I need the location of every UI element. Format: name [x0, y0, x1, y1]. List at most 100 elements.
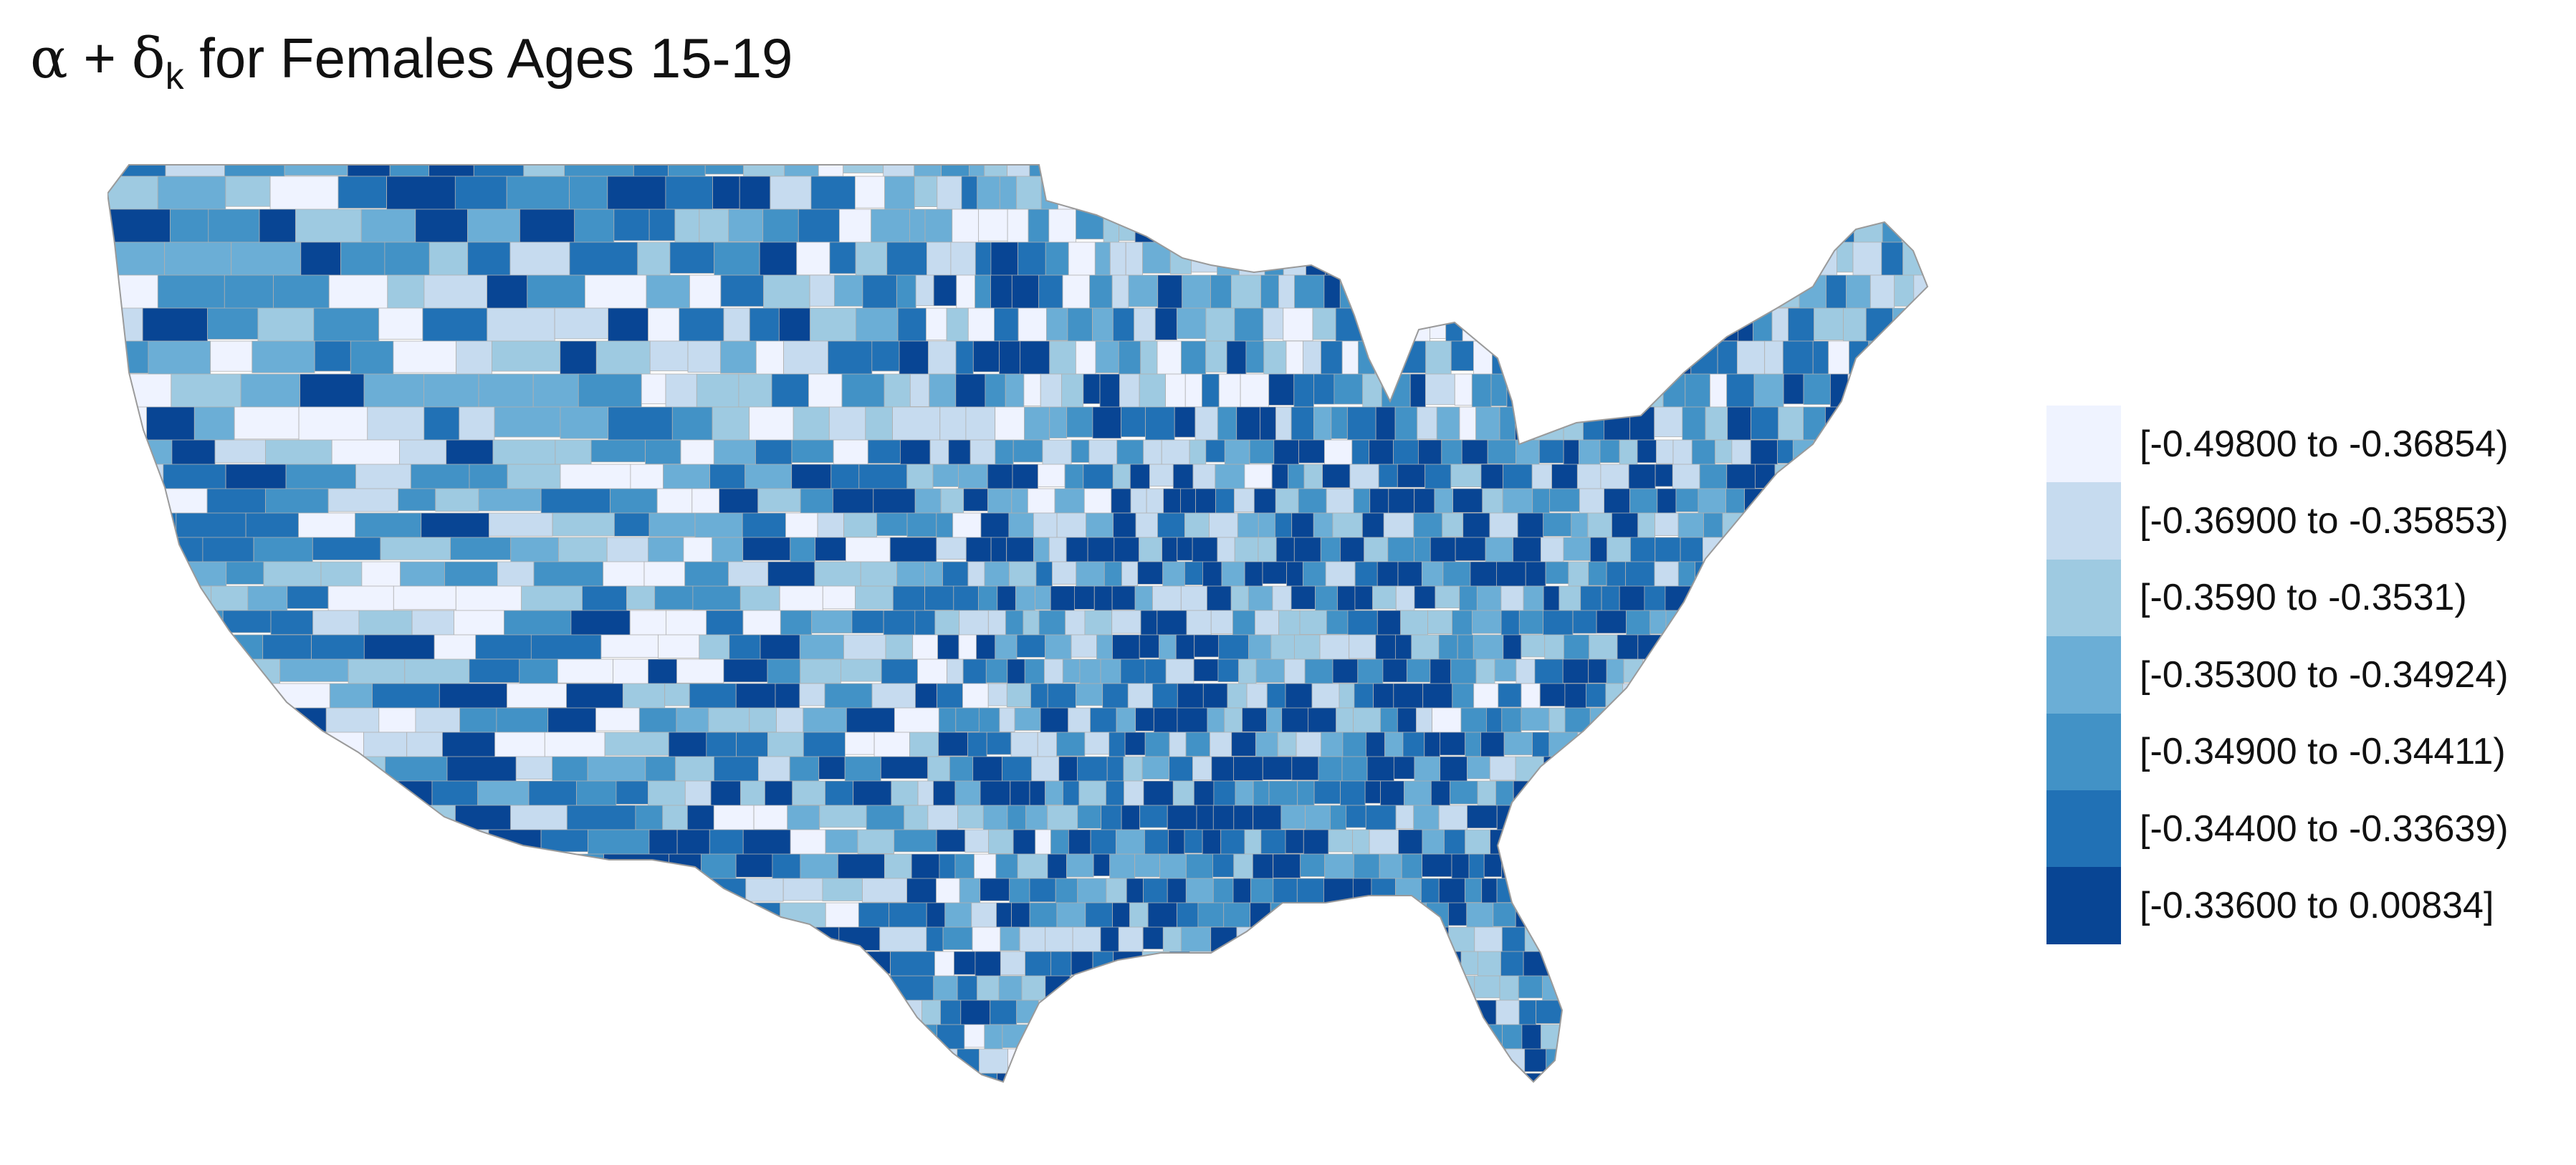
- county-cell: [1566, 975, 1589, 1007]
- county-cell: [162, 829, 226, 858]
- county-cell: [1337, 585, 1356, 613]
- county-cell: [1733, 634, 1753, 659]
- county-cell: [1351, 1073, 1379, 1082]
- county-cell: [961, 176, 978, 210]
- legend-label: [-0.34400 to -0.33639): [2140, 807, 2509, 850]
- legend-item: [-0.33600 to 0.00834]: [2046, 867, 2509, 944]
- county-cell: [1285, 1048, 1313, 1074]
- county-cell: [1112, 464, 1131, 489]
- county-cell: [1804, 975, 1829, 1002]
- county-cell: [1651, 165, 1679, 183]
- county-cell: [1617, 829, 1637, 854]
- county-cell: [800, 658, 841, 684]
- county-cell: [881, 658, 918, 686]
- county-cell: [648, 829, 678, 858]
- county-cell: [1727, 165, 1757, 178]
- county-cell: [841, 1024, 873, 1055]
- county-cell: [1725, 488, 1746, 516]
- county-cell: [1285, 829, 1304, 854]
- county-cell: [843, 512, 877, 538]
- county-cell: [1895, 902, 1923, 931]
- county-cell: [1305, 951, 1328, 982]
- county-cell: [1164, 208, 1187, 251]
- county-cell: [1418, 439, 1442, 467]
- county-cell: [745, 878, 784, 902]
- county-cell: [860, 561, 897, 589]
- county-cell: [193, 406, 235, 447]
- legend-item: [-0.36900 to -0.35853): [2046, 482, 2509, 560]
- county-cell: [603, 561, 645, 588]
- county-cell: [1876, 373, 1900, 408]
- county-cell: [274, 902, 317, 930]
- county-cell: [1900, 439, 1928, 466]
- county-cell: [1723, 1073, 1748, 1082]
- county-cell: [1811, 902, 1838, 933]
- county-cell: [855, 307, 899, 344]
- county-cell: [884, 373, 911, 413]
- county-cell: [1546, 208, 1565, 241]
- county-cell: [234, 406, 300, 440]
- county-cell: [1588, 561, 1607, 586]
- county-cell: [1594, 951, 1614, 981]
- county-cell: [1221, 975, 1249, 1005]
- county-cell: [1568, 373, 1598, 413]
- county-cell: [1459, 1024, 1488, 1050]
- county-cell: [1007, 805, 1027, 835]
- county-cell: [1234, 488, 1255, 512]
- county-cell: [1897, 999, 1916, 1027]
- county-cell: [1470, 561, 1497, 588]
- county-cell: [1467, 756, 1490, 780]
- county-cell: [1852, 951, 1881, 975]
- county-cell: [1050, 829, 1069, 858]
- county-cell: [353, 805, 416, 830]
- county-cell: [1844, 732, 1864, 764]
- county-cell: [1657, 488, 1677, 514]
- county-cell: [1414, 585, 1436, 609]
- county-cell: [1581, 780, 1605, 813]
- county-cell: [819, 805, 867, 828]
- county-cell: [1879, 537, 1901, 565]
- county-cell: [1121, 561, 1139, 586]
- county-cell: [681, 926, 709, 959]
- county-cell: [173, 756, 225, 787]
- county-cell: [1452, 683, 1475, 711]
- county-cell: [1045, 634, 1072, 660]
- county-cell: [1281, 1073, 1306, 1082]
- county-cell: [1217, 406, 1237, 446]
- county-cell: [1718, 1024, 1744, 1055]
- county-cell: [987, 1098, 1011, 1126]
- county-cell: [1629, 951, 1647, 975]
- county-cell: [1564, 902, 1587, 926]
- county-cell: [1715, 307, 1738, 342]
- county-cell: [1076, 1073, 1101, 1082]
- county-cell: [1169, 1073, 1200, 1082]
- county-cell: [1393, 439, 1419, 466]
- county-cell: [1384, 732, 1404, 757]
- county-cell: [285, 464, 357, 493]
- county-cell: [1454, 373, 1473, 406]
- county-cell: [843, 634, 886, 661]
- county-cell: [1315, 585, 1338, 612]
- county-cell: [1560, 780, 1581, 811]
- county-cell: [1564, 634, 1590, 661]
- county-cell: [1531, 373, 1548, 415]
- county-cell: [1233, 756, 1263, 781]
- county-cell: [1858, 561, 1875, 593]
- county-cell: [1736, 805, 1758, 836]
- county-cell: [1881, 241, 1904, 281]
- county-cell: [987, 464, 1013, 493]
- county-cell: [1356, 274, 1382, 310]
- county-cell: [1445, 307, 1463, 344]
- county-cell: [1516, 208, 1548, 249]
- county-cell: [1167, 805, 1197, 830]
- county-cell: [1033, 537, 1050, 562]
- county-cell: [1181, 165, 1198, 177]
- county-cell: [175, 951, 246, 979]
- county-cell: [1641, 975, 1665, 1006]
- county-cell: [679, 307, 724, 342]
- county-cell: [1929, 440, 1942, 463]
- county-cell: [1199, 1073, 1227, 1082]
- county-cell: [1895, 707, 1912, 737]
- county-cell: [478, 488, 542, 512]
- county-cell: [1564, 683, 1586, 710]
